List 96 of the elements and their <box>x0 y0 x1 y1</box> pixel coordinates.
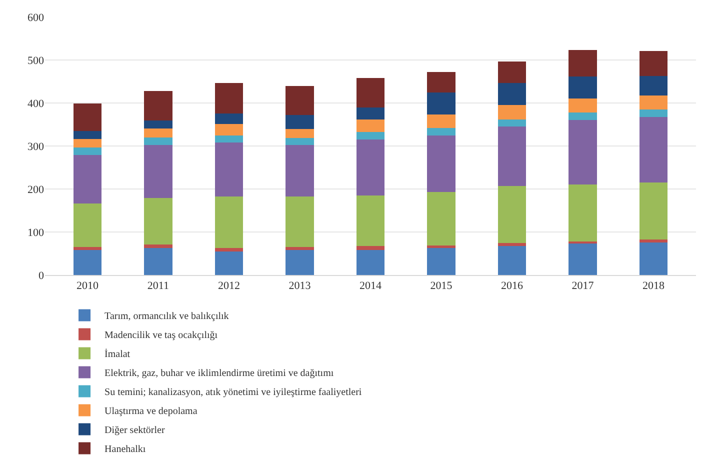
x-tick-label: 2018 <box>642 280 666 292</box>
bar <box>427 72 456 92</box>
bar <box>214 124 244 136</box>
bar <box>214 251 244 275</box>
bar <box>568 76 597 98</box>
y-tick-label: 200 <box>28 184 44 196</box>
x-tick-label: 2015 <box>430 280 453 292</box>
bar <box>73 250 102 275</box>
bar <box>568 120 597 184</box>
y-tick-label: 300 <box>28 140 44 153</box>
bar <box>144 120 172 128</box>
bar <box>144 248 172 275</box>
bar <box>639 109 668 117</box>
x-tick-label: 2014 <box>360 280 382 292</box>
bar <box>639 242 668 275</box>
legend-label: Su temini; kanalizasyon, atık yönetimi ve iyileştirme faaliyetleri <box>104 387 362 398</box>
bar <box>498 186 526 243</box>
x-tick-label: 2011 <box>147 280 170 292</box>
bar <box>568 112 597 120</box>
bar <box>356 132 385 140</box>
bar <box>286 115 314 129</box>
legend-label: Elektrik, gaz, buhar ve iklimlendirme üretimi ve dağıtımı <box>104 368 334 380</box>
bar <box>356 119 385 132</box>
bar <box>356 195 385 246</box>
legend-label: Tarım, ormancılık ve balıkçılık <box>104 311 229 322</box>
bar <box>568 98 597 112</box>
bar <box>73 130 102 140</box>
bar <box>144 145 172 198</box>
bar <box>568 184 597 242</box>
x-tick-label: 2017 <box>572 280 594 292</box>
bar <box>73 139 102 148</box>
bar <box>568 50 597 76</box>
bar <box>639 76 668 96</box>
bar <box>427 135 456 192</box>
bar <box>73 204 102 248</box>
bar <box>73 103 102 131</box>
y-tick-label: 600 <box>28 12 44 24</box>
legend-label: İmalat <box>104 348 130 360</box>
bar <box>639 95 668 110</box>
x-tick-label: 2012 <box>218 280 240 292</box>
bar <box>144 198 172 244</box>
bar <box>144 90 172 121</box>
bar <box>498 126 526 186</box>
bar <box>639 240 668 242</box>
bar <box>73 148 102 156</box>
bar <box>286 145 314 196</box>
bar <box>639 182 668 240</box>
bar <box>214 142 244 196</box>
y-tick-label: 400 <box>28 98 44 110</box>
bar <box>427 128 456 136</box>
bar <box>286 128 314 138</box>
bar <box>427 245 456 248</box>
bar <box>356 107 385 120</box>
legend-label: Ulaştırma ve depolama <box>104 406 198 418</box>
x-tick-label: 2010 <box>76 280 99 292</box>
bar <box>356 250 385 275</box>
y-tick-label: 0 <box>38 270 44 282</box>
bar <box>498 246 526 275</box>
legend-label: Madencilik ve taş ocakçılığı <box>104 330 218 342</box>
bar <box>427 192 456 246</box>
bar <box>427 114 456 128</box>
bar <box>356 78 385 108</box>
bar <box>639 50 668 76</box>
bar <box>498 61 526 83</box>
bar <box>144 244 172 248</box>
bar <box>498 82 526 106</box>
bar <box>73 247 102 250</box>
bar <box>356 140 385 196</box>
bar <box>639 116 668 183</box>
y-tick-label: 500 <box>28 54 44 67</box>
y-tick-label: 100 <box>28 226 44 239</box>
bar <box>568 241 597 244</box>
bar <box>144 128 172 138</box>
bar <box>427 92 456 115</box>
bar <box>214 196 244 248</box>
bar <box>144 137 172 146</box>
bar <box>214 248 244 252</box>
bar <box>214 113 244 124</box>
bar <box>568 244 597 275</box>
bar <box>73 155 102 204</box>
bar <box>286 196 314 248</box>
legend-label: Hanehalkı <box>104 444 146 456</box>
bar <box>356 246 385 250</box>
bar <box>286 86 314 116</box>
bar <box>214 135 244 143</box>
legend-label: Diğer sektörler <box>104 425 166 436</box>
bar <box>498 119 526 127</box>
bar <box>214 82 244 114</box>
bar <box>427 247 456 275</box>
bar <box>498 105 526 120</box>
bar <box>286 250 314 275</box>
bar <box>498 242 526 246</box>
bar <box>286 138 314 146</box>
x-tick-label: 2013 <box>288 280 312 292</box>
x-tick-label: 2016 <box>501 280 524 292</box>
bar <box>286 247 314 250</box>
